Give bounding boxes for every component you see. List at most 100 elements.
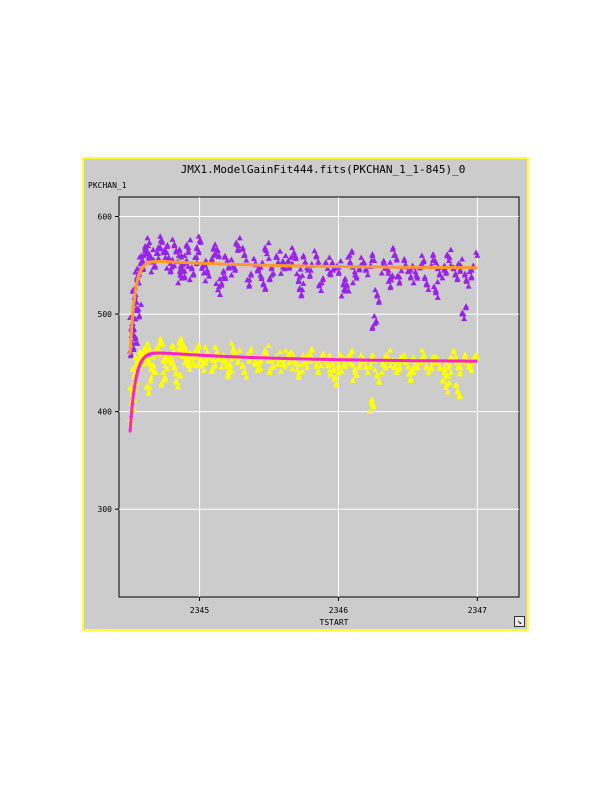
data-point (444, 389, 451, 395)
data-point (331, 265, 338, 272)
data-point (263, 250, 270, 257)
data-point (270, 270, 277, 276)
data-point (173, 370, 180, 377)
resize-handle-icon[interactable]: ↘ (514, 616, 525, 627)
data-point (383, 353, 390, 359)
data-point (329, 361, 336, 367)
data-point (387, 284, 394, 291)
data-point (138, 351, 145, 358)
data-point (375, 379, 382, 385)
data-point (228, 340, 235, 346)
chart-canvas[interactable]: JMX1.ModelGainFit444.fits(PKCHAN_1_1-845… (84, 159, 527, 629)
data-point (218, 364, 225, 370)
data-point (212, 250, 219, 257)
data-point (132, 335, 139, 342)
data-point (313, 254, 320, 260)
data-point (335, 369, 342, 376)
data-point (418, 347, 425, 353)
data-point (446, 379, 453, 386)
x-tick-label: 2346 (329, 606, 348, 615)
data-point (266, 369, 273, 375)
data-point (414, 364, 421, 371)
data-point (270, 363, 277, 369)
data-point (221, 254, 228, 260)
data-point (146, 252, 153, 259)
data-point (222, 275, 229, 281)
data-point (405, 268, 412, 275)
data-point (176, 268, 183, 275)
data-point (407, 274, 414, 281)
data-point (324, 265, 331, 271)
data-point (313, 363, 320, 369)
data-point (331, 376, 338, 382)
data-point (335, 364, 342, 370)
data-point (175, 384, 182, 390)
data-point (319, 351, 326, 358)
data-point (305, 352, 312, 358)
data-point (474, 252, 481, 258)
fit-marker (128, 351, 133, 356)
data-point (396, 280, 403, 286)
data-point (193, 245, 200, 252)
data-point (215, 253, 222, 260)
data-point (134, 307, 141, 314)
data-point (228, 272, 235, 278)
data-point (366, 408, 373, 415)
data-point (225, 265, 232, 271)
data-point (364, 271, 371, 278)
data-point (369, 353, 376, 359)
data-point (394, 274, 401, 280)
x-tick-label: 2345 (190, 606, 209, 615)
data-point (385, 278, 392, 284)
data-point (236, 347, 243, 353)
data-point (378, 270, 385, 276)
x-tick-label: 2347 (468, 606, 487, 615)
data-point (425, 369, 432, 375)
data-point (277, 270, 284, 276)
data-point (179, 261, 186, 268)
data-point (318, 362, 325, 369)
data-point (220, 269, 227, 275)
data-point (369, 252, 376, 259)
data-point (446, 254, 453, 260)
data-point (161, 375, 168, 382)
data-point (254, 367, 261, 374)
chart-title: JMX1.ModelGainFit444.fits(PKCHAN_1_1-845… (181, 163, 466, 176)
data-point (418, 252, 425, 258)
data-point (387, 347, 394, 353)
data-point (444, 360, 451, 366)
data-point (200, 270, 207, 276)
data-point (338, 368, 345, 374)
data-point (454, 387, 461, 393)
data-point (204, 268, 211, 274)
fit-marker (132, 295, 137, 300)
data-point (159, 239, 166, 245)
data-point (181, 252, 188, 258)
data-point (247, 347, 254, 353)
data-point (132, 316, 139, 322)
data-point (216, 275, 223, 282)
data-point (147, 378, 154, 384)
data-point (188, 265, 195, 272)
data-point (461, 315, 468, 322)
data-point (387, 259, 394, 265)
data-point (389, 246, 396, 252)
data-point (191, 254, 198, 260)
data-point (281, 363, 288, 369)
data-point (202, 277, 209, 284)
data-point (345, 288, 352, 294)
data-point (443, 270, 450, 276)
fit-marker (129, 331, 134, 336)
data-point (296, 274, 303, 280)
data-point (216, 291, 223, 297)
data-point (261, 348, 268, 354)
data-point (378, 369, 385, 376)
data-point (213, 280, 220, 287)
data-point (474, 354, 481, 361)
data-point (436, 272, 443, 278)
data-point (163, 249, 170, 256)
data-point (208, 257, 215, 263)
data-point (353, 275, 360, 281)
data-point (160, 369, 167, 376)
data-point (351, 268, 358, 275)
